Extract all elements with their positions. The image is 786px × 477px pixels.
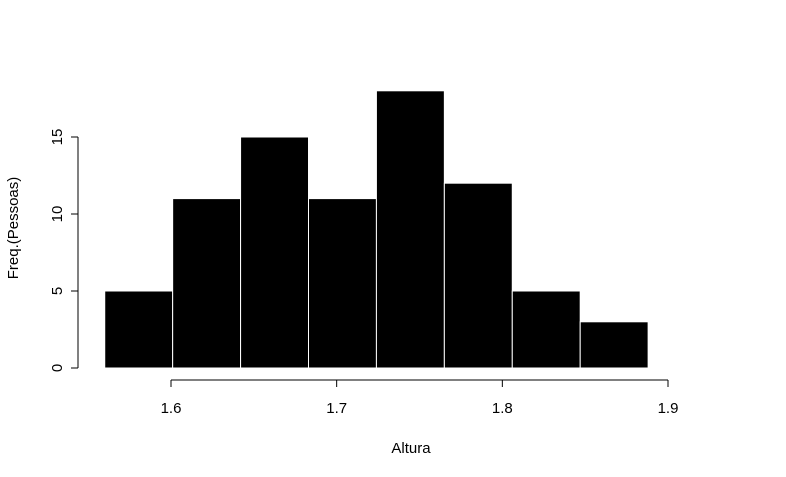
histogram-bar-2 xyxy=(172,198,242,369)
histogram-bar-6 xyxy=(443,182,513,369)
histogram-bar-1 xyxy=(104,290,174,369)
y-axis-title: Freq.(Pessoas) xyxy=(5,177,22,280)
x-tick-label: 1.6 xyxy=(161,400,182,417)
histogram-bar-3 xyxy=(240,136,310,369)
histogram-bar-5 xyxy=(375,90,445,369)
y-axis: 0 5 10 15 xyxy=(49,129,79,372)
histogram-bars xyxy=(104,90,649,369)
y-tick-label: 0 xyxy=(49,364,66,372)
x-tick-label: 1.8 xyxy=(492,400,513,417)
x-axis-title: Altura xyxy=(391,440,431,457)
y-tick-label: 5 xyxy=(49,287,66,295)
x-tick-label: 1.7 xyxy=(326,400,347,417)
x-tick-label: 1.9 xyxy=(658,400,679,417)
y-tick-label: 10 xyxy=(49,206,66,223)
y-tick-label: 15 xyxy=(49,129,66,146)
x-axis: 1.6 1.7 1.8 1.9 xyxy=(161,379,679,417)
histogram-bar-8 xyxy=(579,321,649,369)
histogram-bar-7 xyxy=(511,290,581,369)
histogram-bar-4 xyxy=(308,198,377,369)
